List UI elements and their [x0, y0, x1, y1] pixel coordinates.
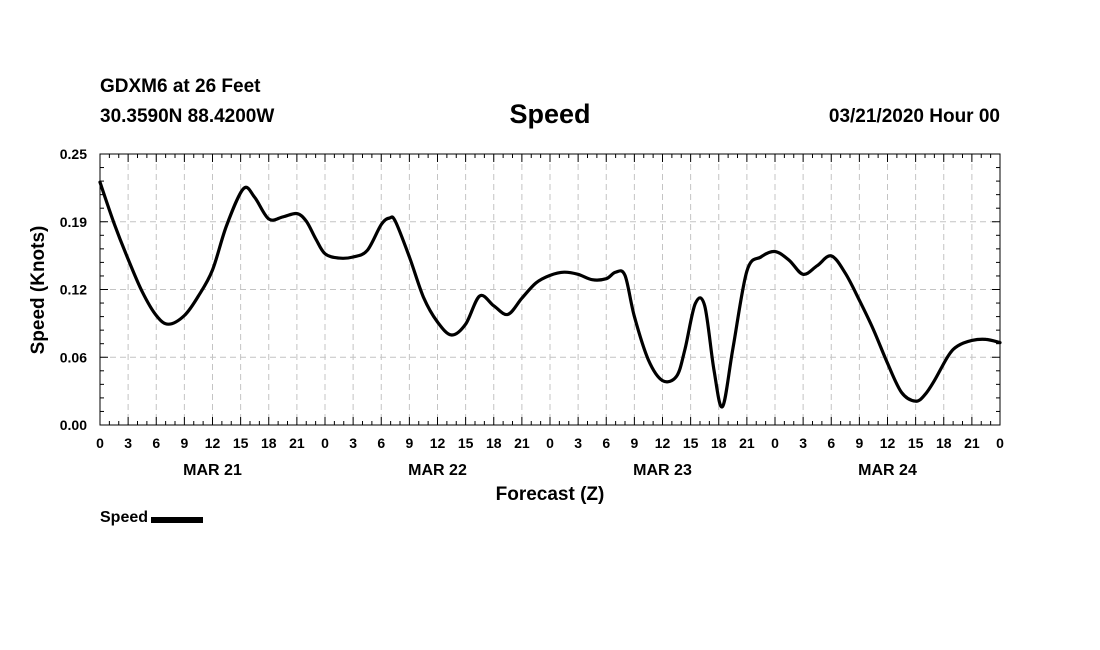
y-tick-label: 0.25	[60, 146, 87, 162]
x-tick-label: 15	[683, 435, 699, 451]
x-tick-label: 12	[655, 435, 671, 451]
x-tick-label: 9	[405, 435, 413, 451]
day-label: MAR 22	[408, 462, 467, 479]
x-tick-label: 0	[996, 435, 1004, 451]
legend-label: Speed	[100, 509, 149, 526]
y-tick-label: 0.06	[60, 349, 87, 365]
x-tick-label: 21	[964, 435, 980, 451]
x-tick-label: 6	[377, 435, 385, 451]
y-tick-label: 0.12	[60, 282, 87, 298]
x-tick-label: 6	[602, 435, 610, 451]
x-tick-label: 21	[514, 435, 530, 451]
x-tick-label: 18	[936, 435, 952, 451]
x-tick-label: 6	[827, 435, 835, 451]
x-tick-label: 3	[349, 435, 357, 451]
chart-grid	[100, 154, 1000, 425]
x-tick-label: 3	[574, 435, 582, 451]
day-label: MAR 24	[858, 462, 917, 479]
x-tick-label: 15	[233, 435, 249, 451]
chart-title: Speed	[509, 99, 591, 129]
day-label: MAR 21	[183, 462, 242, 479]
coordinates-label: 30.3590N 88.4200W	[100, 106, 275, 127]
x-tick-label: 12	[880, 435, 896, 451]
x-tick-label: 18	[261, 435, 277, 451]
y-tick-label: 0.00	[60, 417, 87, 433]
x-tick-labels: 0 3 6 9 12 15 18 21 0 3 6 9 12 15 18 21 0 3 6 9 12 15 18 21 0 3 6 9…	[96, 435, 1004, 451]
x-tick-label: 18	[486, 435, 502, 451]
x-tick-label: 3	[124, 435, 132, 451]
x-tick-label: 0	[321, 435, 329, 451]
x-tick-label: 21	[739, 435, 755, 451]
x-tick-label: 15	[908, 435, 924, 451]
plot-frame	[99, 153, 1001, 426]
forecast-datetime: 03/21/2020 Hour 00	[828, 106, 1000, 127]
legend: Speed	[100, 509, 204, 527]
legend-swatch	[151, 517, 204, 523]
x-tick-label: 15	[458, 435, 474, 451]
series-line-speed	[98, 180, 1002, 409]
x-tick-label: 3	[799, 435, 807, 451]
x-tick-label: 12	[205, 435, 221, 451]
y-tick-labels: 0.00 0.06 0.12 0.19 0.25	[60, 146, 87, 433]
x-axis-title: Forecast (Z)	[496, 484, 605, 505]
y-tick-label: 0.19	[60, 214, 87, 230]
x-tick-label: 12	[430, 435, 446, 451]
x-tick-label: 18	[711, 435, 727, 451]
day-label: MAR 23	[633, 462, 692, 479]
x-tick-label: 0	[771, 435, 779, 451]
x-tick-label: 0	[546, 435, 554, 451]
x-tick-label: 9	[855, 435, 863, 451]
station-label: GDXM6 at 26 Feet	[100, 76, 261, 97]
day-labels: MAR 21 MAR 22 MAR 23 MAR 24	[183, 462, 917, 479]
x-tick-label: 6	[152, 435, 160, 451]
y-axis-title: Speed (Knots)	[28, 226, 49, 355]
x-tick-label: 0	[96, 435, 104, 451]
x-tick-label: 9	[180, 435, 188, 451]
x-tick-label: 9	[630, 435, 638, 451]
x-tick-label: 21	[289, 435, 305, 451]
